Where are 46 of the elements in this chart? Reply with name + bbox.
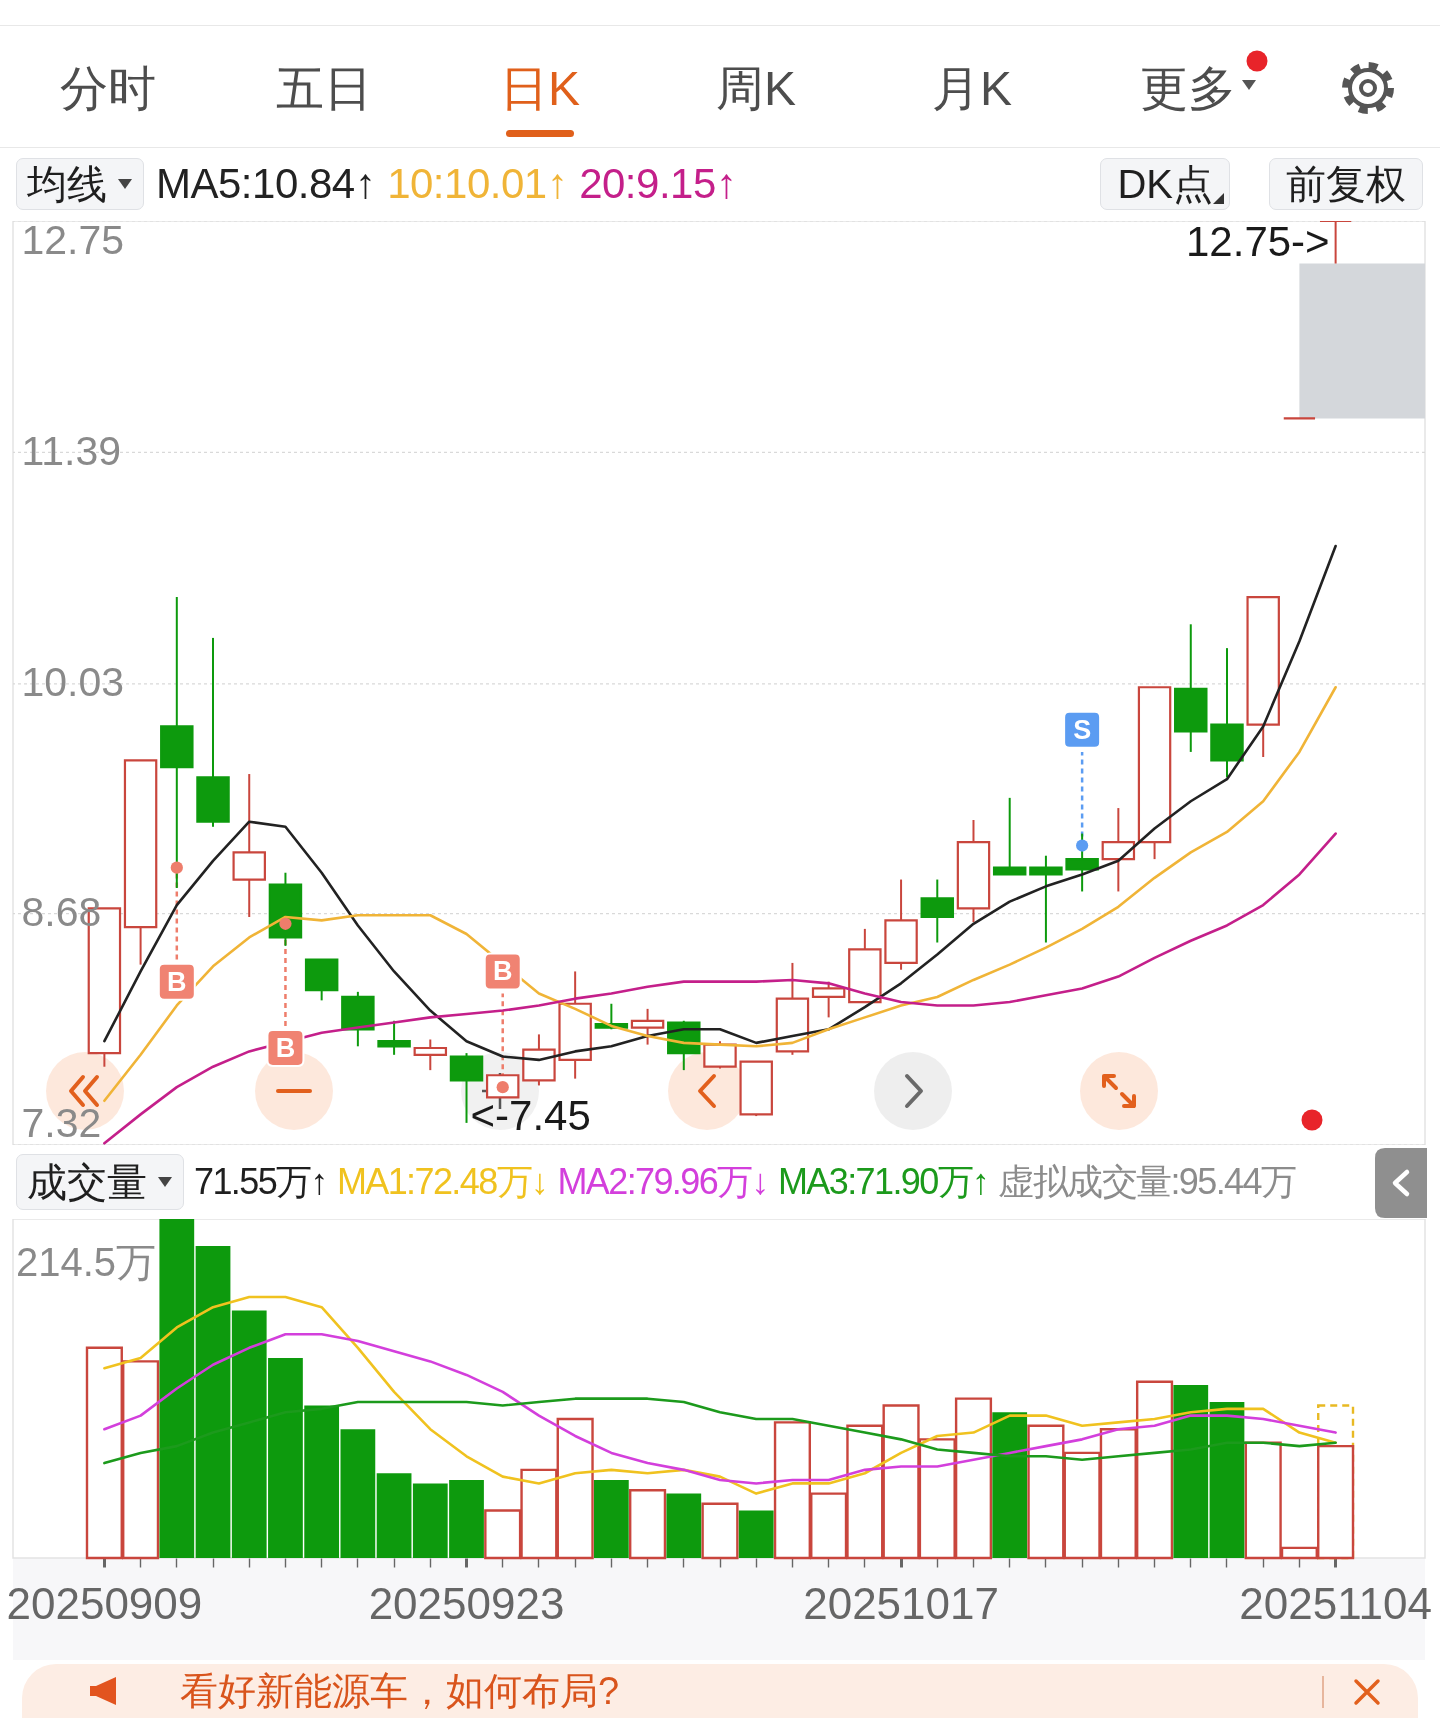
text: 五日: [276, 61, 372, 117]
text: MA2:79.96万↓: [557, 1161, 768, 1202]
bar: [159, 1219, 195, 1558]
bar: [195, 1246, 231, 1558]
text: 71.55万↑: [194, 1161, 327, 1202]
annotation: 12.75->: [1185, 218, 1330, 265]
x-tick-label: 20250909: [6, 1578, 203, 1628]
text: MA3:71.90万↑: [777, 1161, 989, 1202]
dropdown: 成交量: [16, 1154, 184, 1210]
bar: [666, 1493, 702, 1558]
bar: [376, 1473, 412, 1558]
annotation: <-7.45: [470, 1091, 591, 1139]
text: 周K: [715, 61, 797, 117]
button: DK点: [1100, 158, 1230, 210]
x-tick-label: 20250923: [368, 1578, 565, 1628]
text: 更多: [1140, 61, 1236, 117]
y-tick-label: 11.39: [21, 427, 122, 474]
y-tick-label: 10.03: [21, 659, 125, 706]
legend-title: 均线: [27, 162, 107, 206]
x-tick-label: 20251017: [803, 1578, 999, 1628]
text: 10:10.01↑: [387, 160, 568, 207]
y-tick-label: 7.32: [21, 1099, 102, 1146]
text: 分时: [60, 61, 156, 117]
bar: [1173, 1385, 1209, 1558]
y-tick-label: 8.68: [21, 889, 102, 936]
legend-title: 成交量: [27, 1160, 147, 1204]
text: 月K: [931, 61, 1013, 117]
dropdown: 均线: [16, 158, 144, 210]
text: MA5:10.84↑: [156, 160, 376, 207]
bar: [593, 1480, 629, 1558]
x-tick-label: 20251104: [1239, 1578, 1432, 1628]
data-label: B: [492, 956, 513, 987]
data-label: B: [167, 966, 187, 997]
bar: [1209, 1402, 1245, 1558]
text: 日K: [499, 61, 581, 117]
data-label: S: [1073, 714, 1092, 745]
bar: [738, 1510, 774, 1558]
annotation: 214.5万: [16, 1240, 157, 1284]
bar: [992, 1412, 1028, 1558]
button: 前复权: [1269, 158, 1423, 210]
text: 看好新能源车，如何布局?: [180, 1670, 620, 1712]
text: 20:9.15↑: [579, 160, 737, 207]
data-label: B: [275, 1033, 296, 1064]
text: 虚拟成交量:95.44万: [998, 1161, 1296, 1202]
text: MA1:72.48万↓: [336, 1161, 548, 1202]
y-tick-label: 12.75: [21, 216, 125, 263]
